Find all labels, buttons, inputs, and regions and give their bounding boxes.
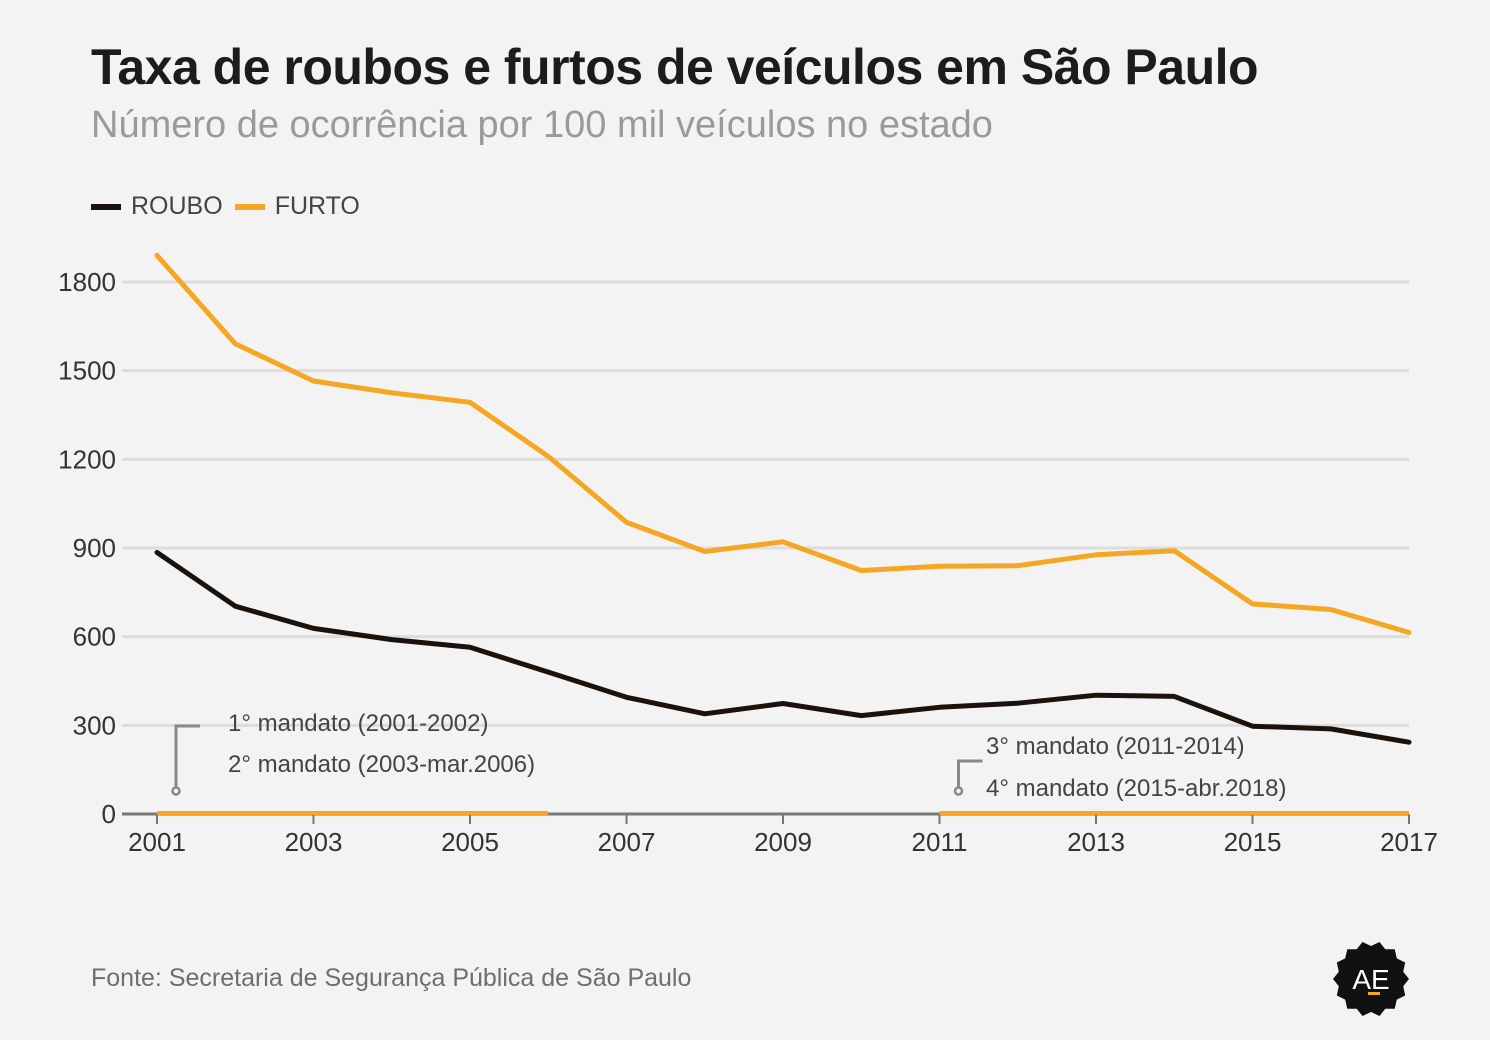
y-tick-label: 1200 — [58, 444, 116, 474]
x-tick-label: 2001 — [128, 827, 186, 857]
x-axis-ticks: 2001 2003 2005 2007 2009 2011 2013 2015 2017 — [128, 814, 1438, 857]
annotation-label: 4° mandato (2015-abr.2018) — [986, 775, 1286, 802]
y-tick-label: 1800 — [58, 267, 116, 297]
annotation-label: 3° mandato (2011-2014) — [986, 733, 1245, 760]
series-lines — [154, 252, 1412, 745]
series-line-furto — [154, 252, 1412, 635]
y-tick-label: 600 — [73, 622, 116, 652]
annotation-bracket — [957, 759, 983, 790]
x-tick-label: 2007 — [598, 827, 656, 857]
series-line-roubo — [154, 549, 1412, 745]
y-axis-ticks: 0 300 600 900 1200 1500 1800 — [58, 267, 116, 829]
chart-title: Taxa de roubos e furtos de veículos em S… — [91, 39, 1259, 95]
legend-item-furto: FURTO — [234, 192, 360, 221]
logo: AE — [1333, 942, 1409, 1016]
logo-accent — [1368, 992, 1380, 995]
legend: ROUBO FURTO — [91, 192, 372, 221]
x-tick-label: 2015 — [1224, 827, 1282, 857]
y-tick-label: 900 — [73, 533, 116, 563]
legend-swatch-furto — [234, 203, 265, 210]
legend-label-roubo: ROUBO — [131, 192, 223, 220]
x-tick-label: 2003 — [285, 827, 343, 857]
x-tick-label: 2017 — [1380, 827, 1438, 857]
source-note: Fonte: Secretaria de Segurança Pública d… — [91, 964, 692, 992]
legend-swatch-roubo — [91, 203, 121, 210]
annotation-label: 1° mandato (2001-2002) — [228, 710, 488, 737]
legend-item-roubo: ROUBO — [91, 192, 223, 221]
legend-label-furto: FURTO — [274, 192, 360, 220]
x-tick-label: 2011 — [912, 827, 968, 857]
logo-text: AE — [1352, 964, 1389, 995]
annotation-dot — [171, 786, 181, 796]
y-tick-label: 1500 — [58, 356, 116, 386]
gridlines — [122, 280, 1409, 816]
chart-subtitle: Número de ocorrência por 100 mil veículo… — [91, 104, 993, 146]
x-tick-label: 2009 — [754, 827, 812, 857]
annotation-dot — [953, 786, 964, 796]
annotation-label: 2° mandato (2003-mar.2006) — [228, 751, 535, 778]
logo-badge — [1333, 942, 1409, 1016]
y-tick-label: 300 — [73, 710, 116, 740]
x-tick-label: 2013 — [1067, 827, 1125, 857]
y-tick-label: 0 — [102, 799, 116, 829]
x-tick-label: 2005 — [441, 827, 499, 857]
annotation-bracket — [174, 724, 200, 790]
annotations: 1° mandato (2001-2002) 2° mandato (2003-m… — [157, 710, 1409, 815]
